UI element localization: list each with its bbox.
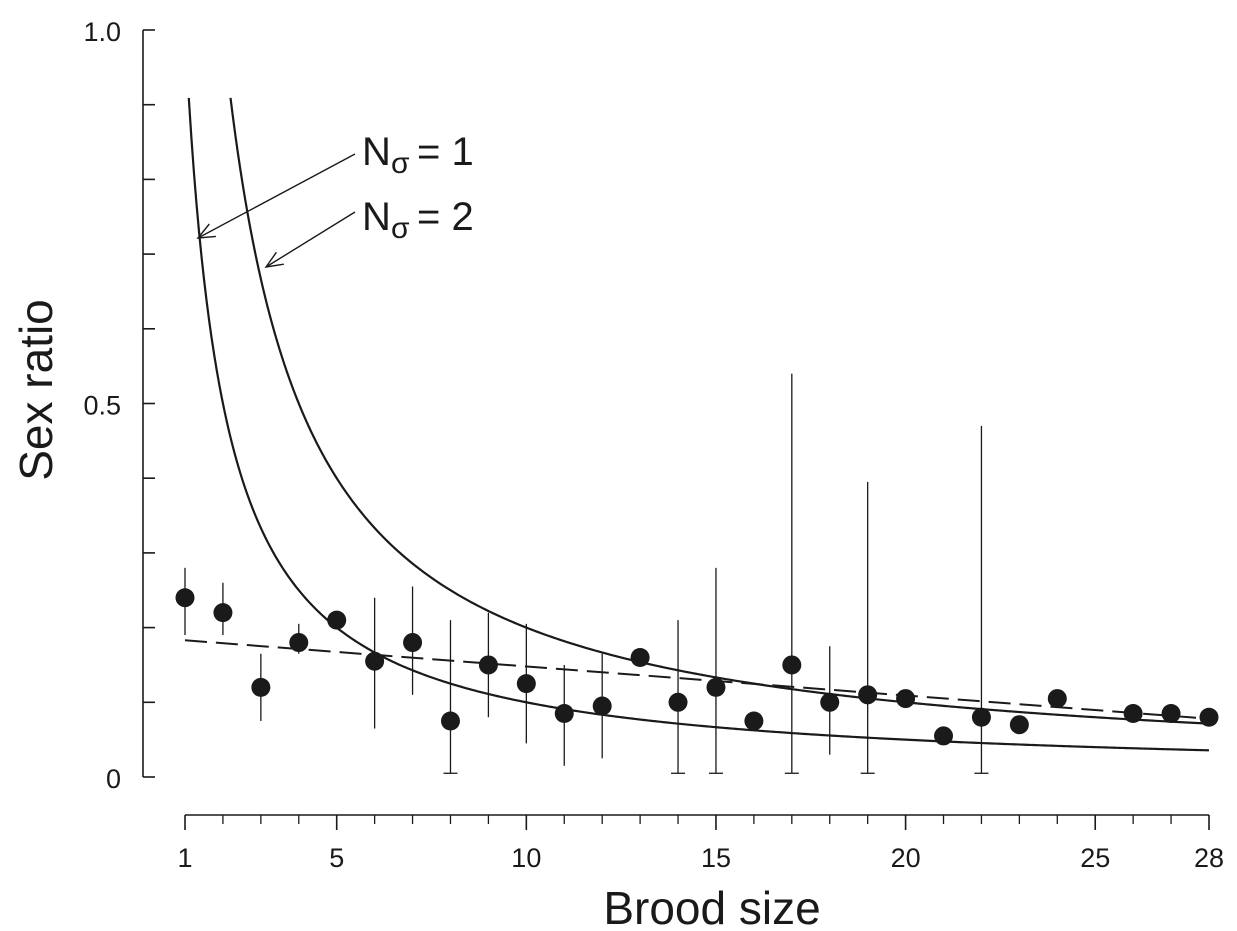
data-point — [365, 651, 385, 671]
data-point — [1199, 707, 1219, 727]
model-curve-n1 — [187, 97, 1210, 752]
y-axis: 0 0.5 1.0 — [83, 17, 155, 794]
data-point — [592, 696, 612, 716]
data-point — [782, 655, 802, 675]
x-tick-label: 1 — [177, 843, 192, 873]
y-tick-label: 0.5 — [83, 391, 121, 421]
data-point — [1123, 704, 1143, 724]
data-point — [1161, 704, 1181, 724]
annotation-n: N — [362, 195, 391, 239]
x-axis: 1 5 10 15 20 25 28 — [177, 814, 1224, 873]
data-point — [1009, 715, 1029, 735]
annotation-value: = 2 — [417, 195, 474, 239]
data-point — [440, 711, 460, 731]
annotation-arrow — [265, 211, 356, 268]
x-tick-label: 5 — [329, 843, 344, 873]
y-tick-label: 1.0 — [83, 17, 121, 47]
x-tick-label: 20 — [891, 843, 921, 873]
data-point — [706, 677, 726, 697]
data-point — [820, 692, 840, 712]
annotation-arrow — [197, 153, 356, 239]
annotation-subscript: σ — [391, 212, 410, 245]
x-tick-label: 10 — [511, 843, 541, 873]
data-point — [630, 647, 650, 667]
data-point — [175, 588, 195, 608]
data-point — [1047, 689, 1067, 709]
annotation-arrowhead — [264, 251, 284, 268]
data-point — [554, 704, 574, 724]
y-tick-label: 0 — [106, 764, 121, 794]
data-point — [516, 674, 536, 694]
x-axis-title: Brood size — [603, 882, 820, 931]
trend-line-dashed — [184, 639, 1210, 720]
x-tick-label: 28 — [1194, 843, 1224, 873]
data-point — [971, 707, 991, 727]
data-point — [668, 692, 688, 712]
model-curves — [184, 97, 1210, 752]
data-point — [403, 633, 423, 653]
data-point — [934, 726, 954, 746]
model-curve-n2 — [229, 97, 1210, 725]
y-axis-title: Sex ratio — [10, 299, 62, 481]
x-tick-label: 25 — [1080, 843, 1110, 873]
data-point — [289, 633, 309, 653]
annotation-value: = 1 — [417, 130, 474, 174]
data-point — [478, 655, 498, 675]
x-tick-label: 15 — [701, 843, 731, 873]
data-point — [744, 711, 764, 731]
data-point — [858, 685, 878, 705]
data-point — [327, 610, 347, 630]
data-point — [213, 603, 233, 623]
data-point — [251, 677, 271, 697]
annotation-arrowhead — [196, 223, 216, 239]
annotation-n: N — [362, 130, 391, 174]
data-points — [175, 588, 1219, 746]
annotation-subscript: σ — [391, 147, 410, 180]
data-point — [896, 689, 916, 709]
